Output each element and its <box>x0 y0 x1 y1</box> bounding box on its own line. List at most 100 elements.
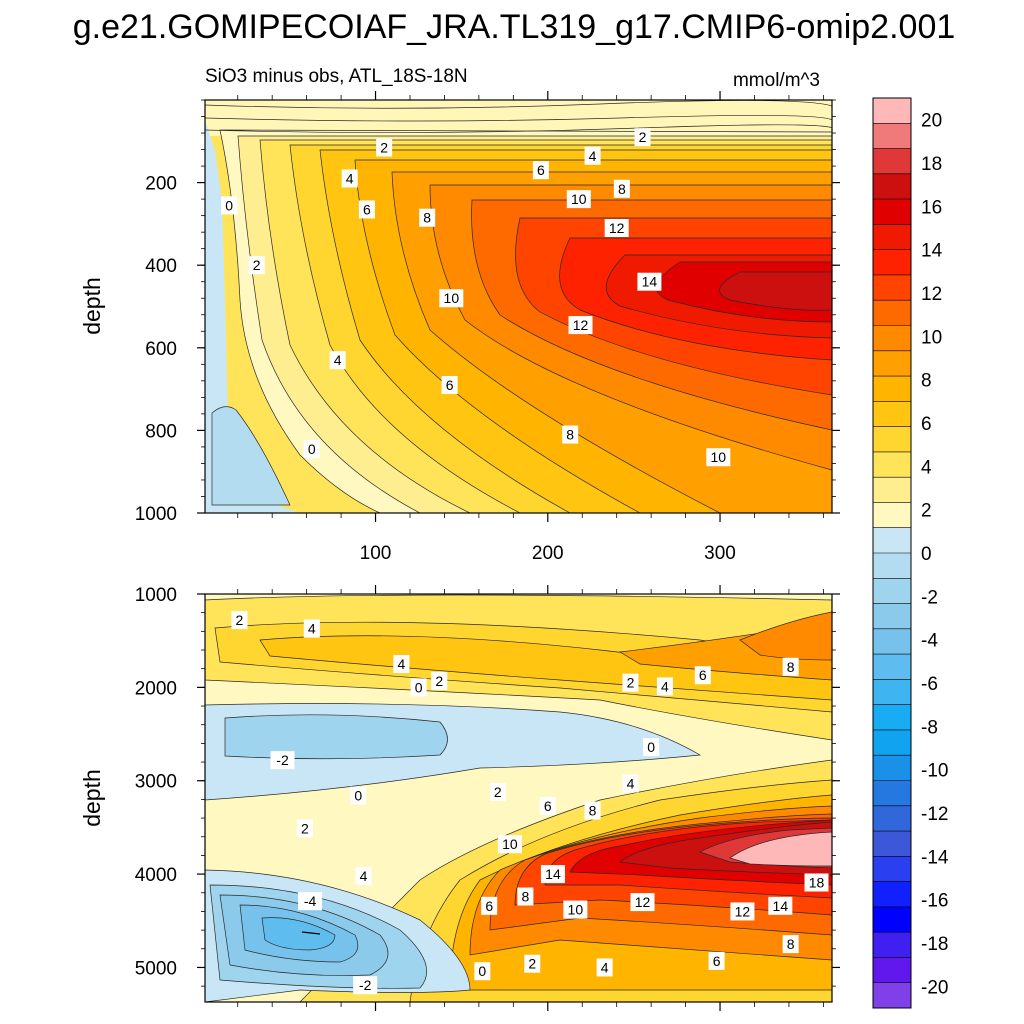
contour-label-box <box>358 200 375 219</box>
colorbar-label: -6 <box>921 674 938 695</box>
contour-label-text: 10 <box>571 191 587 207</box>
contour-label-text: 12 <box>573 317 589 333</box>
colorbar-swatch <box>873 729 911 756</box>
contour-label: 0 <box>350 786 367 805</box>
colorbar-swatch <box>873 502 911 529</box>
contour-label-text: 10 <box>711 449 727 465</box>
y-tick-label: 600 <box>145 339 177 360</box>
colorbar-label: 20 <box>921 111 942 132</box>
contour-label-text: 4 <box>627 776 635 792</box>
contour-label-text: 14 <box>545 866 561 882</box>
colorbar-label: -18 <box>921 934 948 955</box>
contour-label-box <box>563 900 588 919</box>
contour-label-text: 4 <box>589 148 597 164</box>
contour-label-text: 4 <box>346 170 354 186</box>
contour-label-box <box>768 896 793 915</box>
contour-label-box <box>730 902 755 921</box>
lower-ylabel: depth <box>79 769 105 827</box>
colorbar-label: 4 <box>921 457 932 478</box>
colorbar-label: -8 <box>921 717 938 738</box>
contour-label-text: 0 <box>415 679 423 695</box>
colorbar-label: 12 <box>921 284 942 305</box>
colorbar-swatch <box>873 300 911 326</box>
contour-label-text: 4 <box>334 352 342 368</box>
y-tick-label: 400 <box>145 256 177 277</box>
contour-label-box <box>694 666 711 685</box>
contour-label-box <box>634 128 651 147</box>
contour-label-text: -2 <box>276 752 289 768</box>
contour-label-box <box>524 954 541 973</box>
contour-label-text: 0 <box>225 197 233 213</box>
contour-label-box <box>350 786 367 805</box>
contour-label-box <box>410 678 427 697</box>
contour-label: 6 <box>532 161 549 180</box>
contour-label-text: 4 <box>360 868 368 884</box>
contour-label-box <box>782 657 799 676</box>
contour-label-box <box>584 801 601 820</box>
colorbar-swatch <box>873 249 911 276</box>
contour-label-box <box>708 951 725 970</box>
colorbar-label: 2 <box>921 501 932 522</box>
contour-label-text: 4 <box>601 959 609 975</box>
contour-label-text: 8 <box>589 803 597 819</box>
contour-label: 12 <box>630 893 655 912</box>
contour-label-box <box>474 962 491 981</box>
contour-label: 10 <box>563 900 588 919</box>
contour-label: 2 <box>248 256 265 275</box>
contour-label-text: 8 <box>521 888 529 904</box>
contour-label-text: 6 <box>485 898 493 914</box>
colorbar-swatch <box>873 982 911 1009</box>
contour-label: -4 <box>298 892 323 911</box>
contour-label: 12 <box>568 316 593 335</box>
contour-label-box <box>441 375 458 394</box>
y-tick-label: 800 <box>145 421 177 442</box>
colorbar-swatch <box>873 350 911 377</box>
colorbar-swatch <box>873 527 911 554</box>
contour-label-text: 12 <box>635 894 651 910</box>
contour-label: 8 <box>419 208 436 227</box>
units-label: mmol/m^3 <box>733 70 820 91</box>
colorbar-label: 8 <box>921 371 932 392</box>
contour-label: -2 <box>270 751 295 770</box>
contour-label-text: 6 <box>713 953 721 969</box>
colorbar-label: -16 <box>921 891 948 912</box>
colorbar-swatch <box>873 477 911 503</box>
contour-label-text: 2 <box>435 673 443 689</box>
colorbar-label: -2 <box>921 587 938 608</box>
colorbar-swatch <box>873 376 911 402</box>
contour-label-box <box>584 146 601 165</box>
contour-label: 2 <box>622 673 639 692</box>
y-tick-label: 1000 <box>135 585 177 606</box>
colorbar-swatch <box>873 603 911 630</box>
contour-label-text: 18 <box>809 874 825 890</box>
contour-label-text: 8 <box>787 659 795 675</box>
contour-label-box <box>355 866 372 885</box>
contour-label: 4 <box>596 958 613 977</box>
contour-label: 2 <box>489 782 506 801</box>
contour-label: 0 <box>303 439 320 458</box>
contour-label: 8 <box>782 657 799 676</box>
colorbar-label: -14 <box>921 847 949 868</box>
colorbar-swatch <box>873 856 911 883</box>
contour-label-text: 14 <box>773 898 789 914</box>
colorbar-swatch <box>873 426 911 453</box>
contour-label: 12 <box>604 219 629 238</box>
contour-label-text: 12 <box>735 903 751 919</box>
upper-panel-frame <box>204 99 833 514</box>
x-tick-label: 200 <box>532 543 564 564</box>
contour-label-box <box>539 796 556 815</box>
contour-label-text: 4 <box>661 678 669 694</box>
contour-label-box <box>376 138 393 157</box>
contour-label: 8 <box>562 425 579 444</box>
contour-label: 10 <box>497 835 522 854</box>
contour-label-box <box>353 976 378 995</box>
contour-label: 14 <box>768 896 793 915</box>
colorbar-swatch <box>873 957 911 984</box>
contour-label-box <box>270 751 295 770</box>
contour-label-box <box>517 887 534 906</box>
contour-label-text: 0 <box>308 441 316 457</box>
contour-label: 8 <box>584 801 601 820</box>
